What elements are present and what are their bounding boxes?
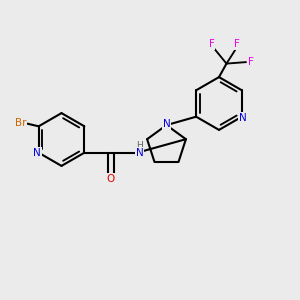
Text: N: N [33,148,41,158]
Text: N: N [163,118,170,129]
Text: N: N [136,148,143,158]
Text: F: F [208,38,214,49]
Text: N: N [239,113,247,123]
Text: F: F [248,57,254,67]
Text: H: H [136,141,143,150]
Text: O: O [106,174,115,184]
Text: F: F [234,38,240,49]
Text: Br: Br [15,118,26,128]
